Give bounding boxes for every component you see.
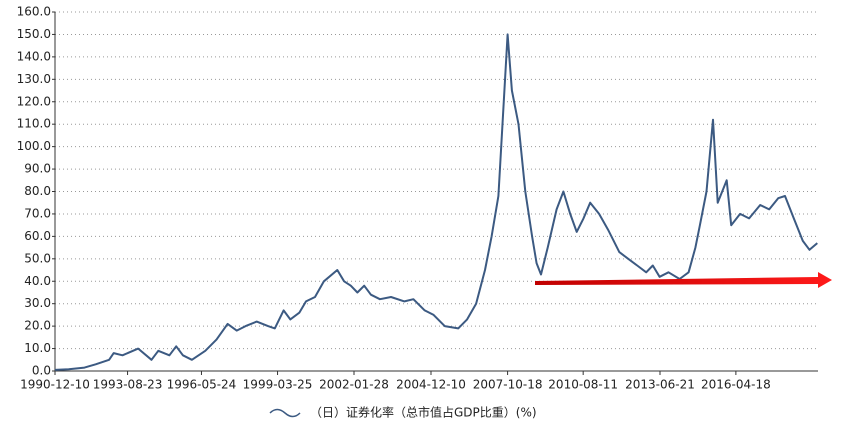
y-tick-label: 0.0 [32,364,51,378]
trend-arrow [535,272,832,288]
y-tick-label: 50.0 [24,251,51,265]
x-tick-label: 2016-04-18 [701,378,771,392]
legend-swatch [269,408,301,418]
x-tick-label: 2004-12-10 [396,378,466,392]
y-tick-label: 120.0 [17,94,51,108]
y-tick-label: 130.0 [17,72,51,86]
legend-label: （日）证券化率（总市值占GDP比重）(%) [310,405,537,420]
grid [55,11,818,350]
x-tick-label: 2007-10-18 [473,378,543,392]
y-tick-label: 70.0 [24,206,51,220]
x-tick-label: 1999-03-25 [243,378,313,392]
y-tick-label: 20.0 [24,319,51,333]
x-tick-label: 2002-01-28 [319,378,389,392]
y-tick-label: 30.0 [24,296,51,310]
y-tick-label: 140.0 [17,49,51,63]
x-tick-label: 2010-08-11 [548,378,618,392]
y-tick-label: 60.0 [24,229,51,243]
line [54,33,818,371]
x-tick-label: 2013-06-21 [625,378,695,392]
y-tick-label: 90.0 [24,162,51,176]
y-tick-label: 40.0 [24,274,51,288]
x-tick-label: 1996-05-24 [167,378,237,392]
y-tick-label: 150.0 [17,27,51,41]
y-tick-label: 80.0 [24,184,51,198]
y-tick-label: 110.0 [17,117,51,131]
x-tick-label: 1990-12-10 [20,378,90,392]
y-tick-label: 10.0 [24,341,51,355]
y-tick-label: 100.0 [17,139,51,153]
x-tick-label: 1993-08-23 [93,378,163,392]
y-tick-label: 160.0 [17,5,51,19]
